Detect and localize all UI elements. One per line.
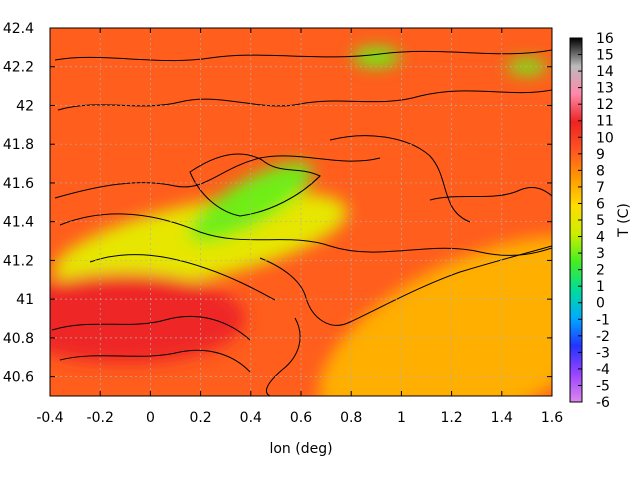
colorbar-tick-label: -4	[596, 362, 610, 378]
y-axis: 40.6 40.8 41 41.2 41.4 41.6 41.8 42 42.2 42.4	[3, 21, 552, 386]
colorbar-tick-label: -3	[596, 345, 610, 361]
colorbar-tick-label: 3	[596, 246, 605, 262]
contour-line	[59, 349, 251, 373]
colorbar-tick-label: 15	[596, 48, 614, 64]
colorbar-tick-label: 14	[596, 64, 614, 80]
colorbar-tick-label: 13	[596, 81, 614, 97]
contour-line	[54, 49, 552, 62]
x-tick-label: 1.2	[440, 410, 462, 426]
x-tick-label: 1.4	[491, 410, 513, 426]
contour-line	[54, 155, 381, 199]
contour-line	[51, 316, 251, 341]
colorbar-tick-label: 8	[596, 163, 605, 179]
y-tick-label: 41.4	[3, 215, 34, 231]
contour-line	[57, 89, 552, 111]
contour-line	[329, 135, 471, 223]
x-tick-label: 0.8	[340, 410, 362, 426]
contour-line	[89, 254, 276, 301]
colorbar-tick-label: 16	[596, 31, 614, 47]
colorbar-tick-label: -2	[596, 329, 610, 345]
colorbar-tick-label: 1	[596, 279, 605, 295]
colorbar-tick-label: -5	[596, 378, 610, 394]
x-tick-label: 0.4	[240, 410, 262, 426]
colorbar-label: T (C)	[616, 203, 632, 238]
contour-line	[429, 187, 552, 201]
x-tick-label: 0.6	[290, 410, 312, 426]
x-tick-label: -0.4	[36, 410, 63, 426]
contour-lines	[51, 49, 552, 396]
x-tick-label: 0	[146, 410, 155, 426]
colorbar-tick-label: 6	[596, 196, 605, 212]
grid-lines	[50, 28, 552, 396]
y-tick-label: 42.4	[3, 21, 34, 37]
colorbar-tick-label: 9	[596, 147, 605, 163]
x-tick-label: 1.6	[541, 410, 563, 426]
colorbar-tick-label: 10	[596, 130, 614, 146]
x-tick-label: -0.2	[87, 410, 114, 426]
y-tick-label: 42	[16, 98, 34, 114]
colorbar-tick-label: 4	[596, 230, 605, 246]
colorbar-tick-label: -1	[596, 312, 610, 328]
plot-area	[50, 28, 552, 396]
y-tick-label: 41.2	[3, 253, 34, 269]
colorbar-tick-label: 2	[596, 263, 605, 279]
x-tick-label: 0.2	[189, 410, 211, 426]
x-axis-label: lon (deg)	[269, 441, 332, 457]
contour-line	[59, 213, 552, 256]
y-tick-label: 40.8	[3, 331, 34, 347]
colorbar-tick-label: 5	[596, 213, 605, 229]
colorbar-tick-label: 7	[596, 180, 605, 196]
colorbar-tick-label: -6	[596, 395, 610, 411]
region-cold-core	[189, 162, 313, 243]
contour-line	[259, 245, 552, 326]
y-tick-label: 41	[16, 292, 34, 308]
colorbar-tick-label: 12	[596, 97, 614, 113]
region-mountain-north	[352, 47, 401, 68]
contour-line	[189, 153, 321, 217]
colorbar-tick-label: 0	[596, 296, 605, 312]
contour-line	[266, 317, 301, 396]
colorbar-tick-label: 11	[596, 114, 614, 130]
x-axis: -0.4 -0.2 0 0.2 0.4 0.6 0.8 1 1.2 1.4 1.6	[36, 28, 563, 426]
x-tick-label: 1	[397, 410, 406, 426]
y-tick-label: 41.8	[3, 137, 34, 153]
region-warm-southwest	[50, 273, 246, 364]
y-tick-label: 41.6	[3, 176, 34, 192]
y-tick-label: 42.2	[3, 60, 34, 76]
y-tick-label: 40.6	[3, 370, 34, 386]
